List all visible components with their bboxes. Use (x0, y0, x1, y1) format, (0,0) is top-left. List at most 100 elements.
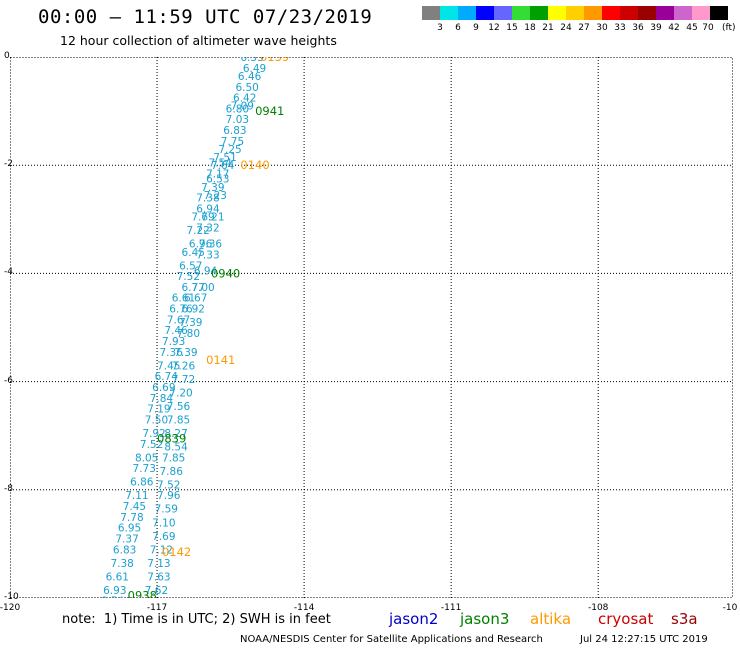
pass-time-label: 0839 (157, 431, 186, 445)
latitude-tick-label: -2 (4, 159, 13, 170)
colorbar-tick-label: 12 (488, 23, 500, 33)
colorbar-tick-label: 39 (650, 23, 662, 33)
colorbar-swatch (602, 6, 620, 20)
colorbar-swatch (710, 6, 728, 20)
pass-time-label: 0938 (128, 588, 157, 598)
page-subtitle: 12 hour collection of altimeter wave hei… (60, 33, 337, 48)
map-plot-area: 6.336.496.466.506.427.096.807.036.837.75… (10, 57, 733, 598)
pass-time-label: 0941 (255, 104, 284, 118)
colorbar-swatch (692, 6, 710, 20)
wave-height-label: 6.93 (103, 585, 126, 597)
pass-time-label: 0940 (211, 266, 240, 280)
wave-height-label: 7.59 (155, 504, 178, 516)
wave-height-label: 6.80 (226, 103, 249, 115)
wave-height-label: 6.74 (155, 371, 179, 383)
wave-height-label: 7.85 (167, 414, 190, 426)
wave-height-label: 6.53 (206, 174, 229, 186)
colorbar-tick-label: 6 (455, 23, 461, 33)
wave-height-label: 6.45 (182, 247, 205, 259)
colorbar-tick-label: 21 (542, 23, 554, 33)
colorbar-tick-label: 27 (578, 23, 590, 33)
wave-height-label: 7.92 (142, 428, 165, 440)
colorbar-swatch (566, 6, 584, 20)
wave-height-label: 7.38 (110, 558, 133, 570)
pass-time-label: 0142 (162, 545, 191, 559)
wave-height-label: 7.39 (201, 182, 224, 194)
wave-height-label: 7.21 (201, 212, 224, 224)
wave-height-label: 7.96 (157, 490, 181, 502)
footer-note: note: 1) Time is in UTC; 2) SWH is in fe… (62, 612, 331, 627)
colorbar-tick-label: 24 (560, 23, 572, 33)
wave-height-label: 6.61 (172, 293, 195, 305)
wave-height-label: 6.94 (194, 266, 218, 278)
wave-height-label: 6.61 (106, 571, 129, 583)
colorbar-swatch (440, 6, 458, 20)
wave-height-label: 8.54 (164, 442, 188, 454)
wave-height-label: 7.17 (206, 168, 229, 180)
colorbar-swatch (674, 6, 692, 20)
wave-height-label: 7.13 (147, 558, 170, 570)
wave-height-label: 6.83 (223, 125, 246, 137)
wave-height-label: 7.36 (160, 347, 184, 359)
longitude-tick-label: -114 (293, 603, 315, 613)
wave-height-label: 7.19 (147, 404, 170, 416)
wave-height-label: 6.67 (184, 293, 207, 305)
wave-height-label: 7.86 (160, 466, 184, 478)
colorbar-tick-label: 42 (668, 23, 680, 33)
wave-height-label: 7.38 (196, 193, 219, 205)
colorbar-swatch (638, 6, 656, 20)
colorbar-swatch (476, 6, 494, 20)
wave-height-label: 6.94 (196, 203, 220, 215)
wave-height-label: 7.69 (152, 531, 175, 543)
wave-height-label: 7.54 (209, 157, 233, 169)
latitude-tick-label: 0 (4, 51, 10, 61)
satellite-legend-s3a: s3a (671, 610, 698, 628)
wave-height-label: 7.45 (157, 360, 180, 372)
latitude-tick-label: -8 (4, 483, 13, 494)
wave-height-label: 7.84 (150, 393, 174, 405)
wave-height-label: 7.33 (196, 249, 219, 261)
wave-height-label: 7.46 (164, 325, 188, 337)
wave-height-label: 7.78 (120, 512, 143, 524)
colorbar-tick-label: 30 (596, 23, 608, 33)
colorbar-tick-label: 3 (437, 23, 443, 33)
wave-height-label: 6.83 (113, 544, 136, 556)
wave-height-label: 7.52 (177, 271, 200, 283)
satellite-legend-jason3: jason3 (460, 610, 510, 628)
footer-timestamp: Jul 24 12:27:15 UTC 2019 (580, 634, 708, 645)
wave-height-label: 6.46 (238, 71, 262, 83)
wave-height-label: 7.32 (196, 222, 219, 234)
latitude-tick-label: -6 (4, 375, 13, 386)
colorbar-swatch (548, 6, 566, 20)
page-title: 00:00 – 11:59 UTC 07/23/2019 (38, 6, 373, 28)
wave-height-label: 6.92 (182, 304, 205, 316)
footer-credit: NOAA/NESDIS Center for Satellite Applica… (240, 634, 543, 645)
longitude-tick-label: -120 (0, 603, 21, 613)
longitude-tick-label: -108 (587, 603, 609, 613)
wave-height-label: 6.69 (152, 382, 175, 394)
colorbar-tick-label: 70 (702, 23, 714, 33)
wave-height-label: 7.80 (177, 328, 200, 340)
wave-height-label: 6.57 (179, 260, 202, 272)
wave-height-label: 7.20 (169, 387, 192, 399)
wave-height-label: 6.95 (118, 523, 141, 535)
wave-height-label: 7.64 (211, 160, 235, 172)
wave-height-label: 7.12 (150, 544, 173, 556)
wave-height-label: 7.85 (162, 452, 185, 464)
wave-height-label: 6.77 (182, 282, 205, 294)
wave-height-label: 7.03 (226, 114, 249, 126)
wave-height-label: 7.75 (221, 136, 244, 148)
colorbar-unit-label: (ft) (722, 23, 736, 33)
wave-height-label: 7.45 (123, 501, 146, 513)
wave-height-label: 6.33 (240, 57, 263, 64)
colorbar-tick-label: 15 (506, 23, 518, 33)
wave-height-label: 7.09 (231, 101, 254, 113)
longitude-tick-label: -10 (722, 603, 738, 613)
wave-height-label: 7.25 (218, 144, 241, 156)
colorbar-tick-label: 18 (524, 23, 536, 33)
latitude-tick-label: -4 (4, 267, 13, 278)
wave-height-label: 6.42 (233, 93, 256, 105)
pass-time-label: 0139 (260, 57, 289, 64)
satellite-legend-altika: altika (530, 610, 572, 628)
wave-height-label: 7.69 (191, 212, 214, 224)
